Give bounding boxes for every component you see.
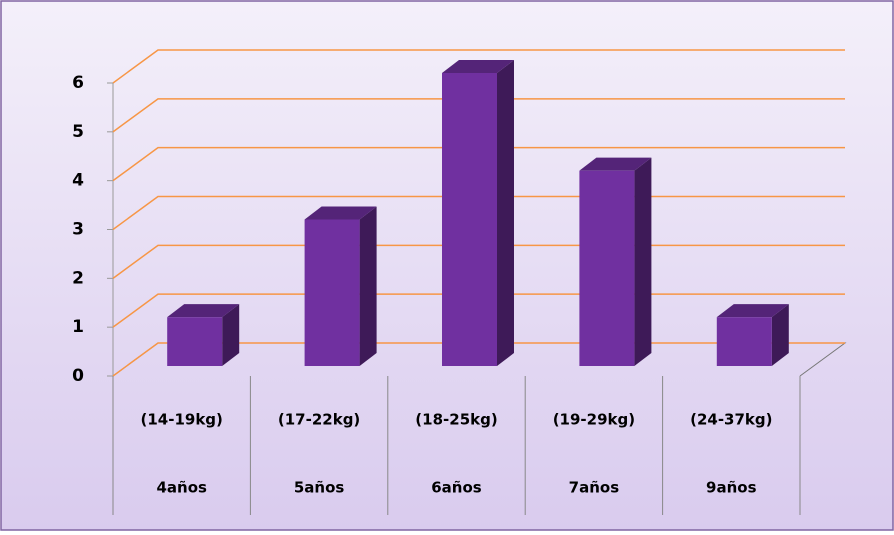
bar bbox=[579, 170, 635, 366]
x-tick-label: (24-37kg) bbox=[690, 411, 772, 429]
y-tick-label: 5 bbox=[72, 122, 84, 142]
bar-top bbox=[579, 157, 652, 171]
bar-side bbox=[222, 304, 240, 366]
y-tick-label: 1 bbox=[72, 317, 84, 337]
bar-side bbox=[359, 206, 377, 366]
bar bbox=[167, 317, 223, 366]
x-tick-label: (14-19kg) bbox=[140, 411, 222, 429]
bar-top bbox=[304, 206, 377, 220]
x-group-label: 9años bbox=[706, 479, 757, 497]
x-tick-label: (17-22kg) bbox=[278, 411, 360, 429]
grid-line bbox=[112, 98, 845, 133]
plot-area: 0 1 2 3 4 5 6 (14-19kg) 4años (17-22kg) 5años (18-2… bbox=[72, 49, 847, 515]
bar-side bbox=[634, 157, 652, 366]
bar-top bbox=[167, 304, 240, 318]
x-tick-label: (19-29kg) bbox=[553, 411, 635, 429]
x-tick-label: (18-25kg) bbox=[415, 411, 497, 429]
y-tick-label: 2 bbox=[72, 268, 84, 288]
x-group-label: 7años bbox=[569, 479, 620, 497]
bar-top bbox=[442, 60, 514, 73]
bar bbox=[304, 219, 360, 366]
y-tick-label: 6 bbox=[72, 73, 84, 93]
grid-line bbox=[112, 146, 845, 182]
bar bbox=[442, 73, 497, 366]
y-tick-label: 3 bbox=[72, 220, 84, 240]
bar bbox=[716, 317, 772, 366]
bar-top bbox=[716, 304, 789, 318]
grid-line bbox=[112, 49, 845, 84]
bar-side bbox=[771, 304, 789, 366]
x-group-label: 6años bbox=[431, 479, 482, 497]
y-tick-label: 4 bbox=[72, 171, 84, 191]
y-tick-label: 0 bbox=[72, 366, 84, 386]
x-group-label: 5años bbox=[294, 479, 345, 497]
x-group-label: 4años bbox=[156, 479, 207, 497]
bar-side bbox=[497, 60, 514, 366]
